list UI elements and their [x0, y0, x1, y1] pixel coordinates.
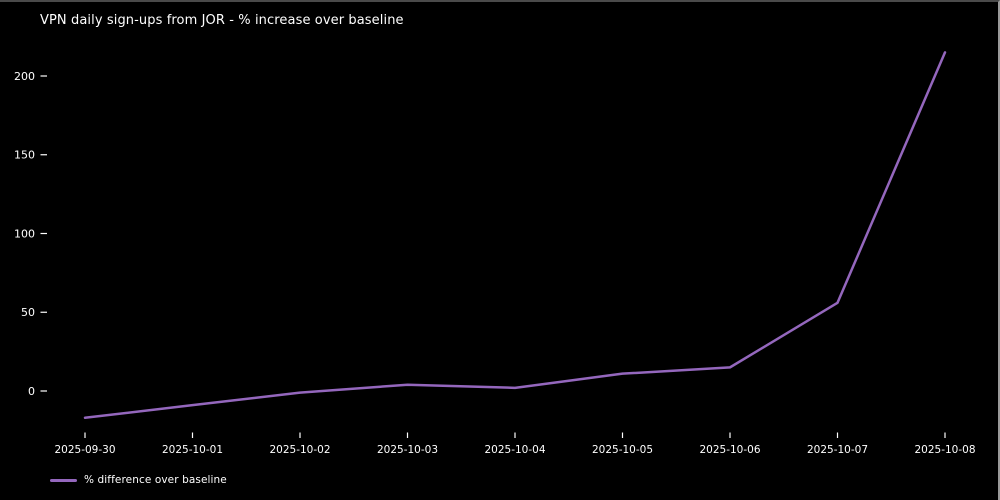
x-axis-tick-label: 2025-10-02	[269, 444, 330, 456]
x-axis-tick-label: 2025-10-03	[377, 444, 438, 456]
y-axis-tick-label: 150	[14, 149, 35, 162]
y-axis-tick-label: 100	[14, 227, 35, 240]
y-axis-tick-label: 200	[14, 70, 35, 83]
legend-line-swatch	[50, 478, 77, 482]
x-axis-tick-label: 2025-10-01	[162, 444, 223, 456]
x-axis-tick-label: 2025-10-04	[484, 444, 545, 456]
chart-title: VPN daily sign-ups from JOR - % increase…	[40, 13, 404, 28]
x-axis-tick-label: 2025-10-06	[699, 444, 760, 456]
legend: % difference over baseline	[50, 474, 227, 486]
x-axis-tick-label: 2025-10-05	[592, 444, 653, 456]
y-axis-tick-label: 50	[21, 306, 35, 319]
x-axis-tick-label: 2025-10-07	[807, 444, 868, 456]
y-axis-tick-label: 0	[28, 385, 35, 398]
legend-label: % difference over baseline	[84, 474, 227, 486]
series-line	[83, 51, 947, 420]
x-axis-tick-label: 2025-10-08	[914, 444, 975, 456]
x-axis-tick-label: 2025-09-30	[54, 444, 115, 456]
